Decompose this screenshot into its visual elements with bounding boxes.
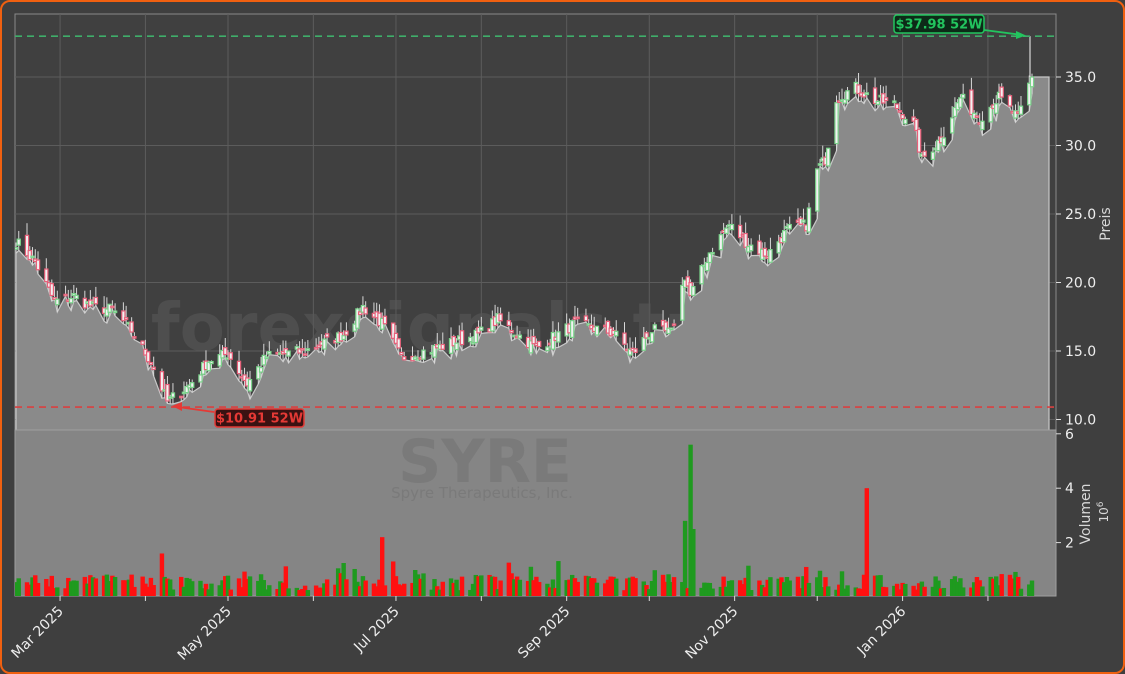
volume-tick-label: 2 <box>1065 536 1074 552</box>
date-tick-label: May 2025 <box>175 604 235 664</box>
volume-tick-label: 6 <box>1065 427 1074 443</box>
volume-tick-label: 4 <box>1065 481 1074 497</box>
price-tick-label: 20.0 <box>1065 276 1096 292</box>
high-52w-annotation: $37.98 52W <box>893 14 1026 39</box>
volume-unit-label: 106 <box>1096 501 1111 522</box>
volume-axis: 2 4 6 <box>1056 427 1074 552</box>
candlesticks <box>15 36 1035 404</box>
volume-panel <box>14 429 1057 597</box>
company-watermark: Spyre Therapeutics, Inc. <box>391 484 573 502</box>
date-tick-label: Nov 2025 <box>682 604 741 663</box>
date-tick-label: Jul 2025 <box>350 604 402 656</box>
price-tick-label: 25.0 <box>1065 207 1096 223</box>
price-axis: 10.0 15.0 20.0 25.0 30.0 35.0 <box>1056 70 1096 429</box>
ticker-watermark: SYRE <box>398 427 572 497</box>
date-tick-label: Sep 2025 <box>515 604 573 662</box>
low-52w-annotation: $10.91 52W <box>172 402 305 428</box>
high-52w-label: $37.98 52W <box>895 18 982 33</box>
price-axis-label: Preis <box>1098 207 1114 240</box>
date-axis: Mar 2025 May 2025 Jul 2025 Sep 2025 Nov 2025… <box>9 596 989 664</box>
price-tick-label: 35.0 <box>1065 70 1096 86</box>
volume-bars <box>15 444 1035 596</box>
date-tick-label: Jan 2026 <box>854 603 910 659</box>
low-52w-label: $10.91 52W <box>216 412 303 427</box>
price-tick-label: 15.0 <box>1065 344 1096 360</box>
price-area <box>15 76 1050 430</box>
price-tick-label: 30.0 <box>1065 139 1096 155</box>
date-tick-label: Mar 2025 <box>9 604 67 662</box>
price-tick-label: 10.0 <box>1065 413 1096 429</box>
volume-axis-label: Volumen <box>1078 484 1094 545</box>
